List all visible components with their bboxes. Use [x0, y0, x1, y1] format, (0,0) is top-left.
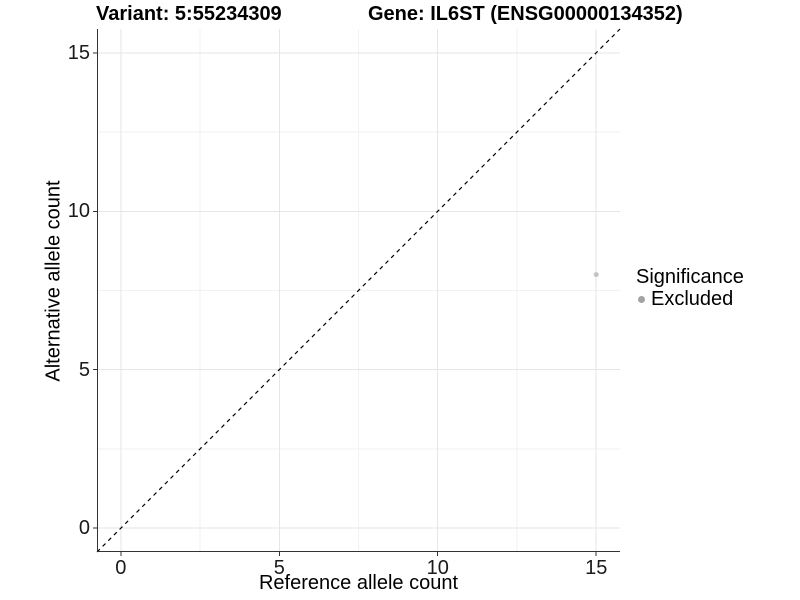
legend-title: Significance — [636, 266, 744, 288]
x-tick-label: 0 — [115, 557, 127, 579]
y-tick-label: 5 — [78, 358, 90, 381]
y-tick-label: 15 — [67, 41, 90, 64]
y-tick-label: 10 — [67, 200, 90, 223]
legend-item-excluded: Excluded — [636, 289, 744, 310]
plot-title-gene: Gene: IL6ST (ENSG00000134352) — [368, 3, 683, 25]
y-tick-label: 0 — [78, 517, 90, 540]
legend-item-label: Excluded — [651, 288, 734, 310]
legend-point-icon — [638, 296, 645, 303]
legend: Significance Excluded — [636, 266, 744, 310]
plot-title-variant: Variant: 5:55234309 — [96, 3, 282, 25]
data-point — [593, 272, 599, 278]
x-tick-label: 15 — [585, 557, 608, 579]
x-tick-label: 5 — [273, 557, 285, 579]
identity-line — [96, 28, 621, 553]
x-tick-label: 10 — [426, 557, 449, 579]
x-axis-title: Reference allele count — [258, 572, 458, 594]
